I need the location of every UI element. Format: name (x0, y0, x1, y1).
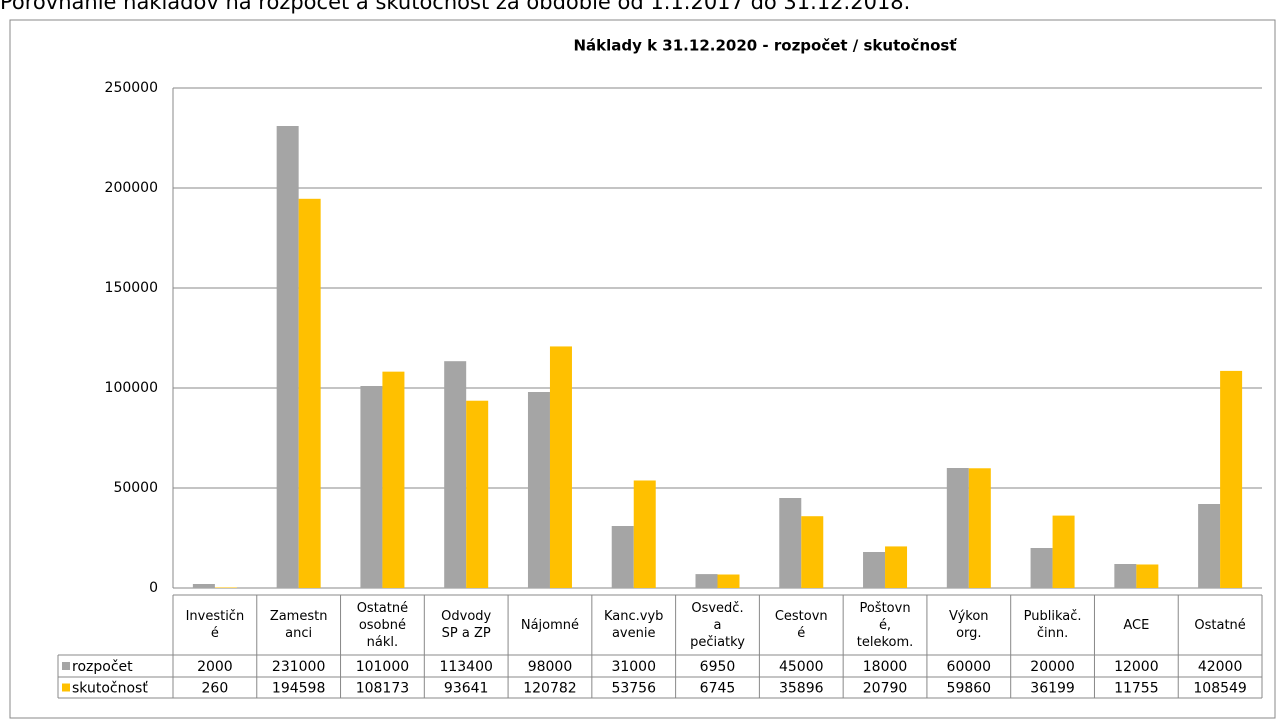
bar (466, 400, 489, 588)
table-value: 42000 (1198, 659, 1243, 675)
bar (779, 498, 802, 588)
chart-title: Náklady k 31.12.2020 - rozpočet / skutoč… (573, 37, 957, 55)
bar (1052, 515, 1075, 588)
category-label: Osvedč. a pečiatky (690, 600, 745, 650)
legend-label: rozpočet (72, 659, 133, 675)
bar (549, 346, 572, 588)
bar (863, 552, 886, 588)
bar (801, 516, 824, 588)
legend-swatch (62, 683, 70, 692)
legend-label: skutočnosť (72, 681, 148, 697)
table-value: 35896 (779, 681, 824, 697)
bar (444, 361, 467, 588)
y-tick-label: 250000 (105, 80, 158, 96)
table-value: 60000 (947, 659, 992, 675)
bar (298, 198, 321, 588)
category-label: Ostatné (1194, 617, 1246, 633)
bar (360, 386, 383, 588)
bar (717, 574, 740, 588)
bar (1198, 504, 1221, 588)
category-label: ACE (1123, 617, 1150, 633)
table-value: 20790 (863, 681, 908, 697)
table-value: 20000 (1030, 659, 1075, 675)
bar (214, 587, 237, 588)
category-label: Zamestn anci (269, 609, 328, 641)
bar (1220, 370, 1243, 588)
table-value: 93641 (444, 681, 489, 697)
bar (695, 574, 718, 588)
y-tick-label: 0 (149, 580, 158, 596)
table-value: 6745 (700, 681, 736, 697)
table-value: 231000 (272, 659, 325, 675)
category-label: Ostatné osobné nákl. (356, 600, 409, 650)
category-label: Odvody SP a ZP (441, 609, 492, 641)
table-value: 45000 (779, 659, 824, 675)
y-tick-label: 50000 (113, 480, 158, 496)
bar (633, 480, 656, 588)
bar (611, 526, 634, 588)
table-value: 108173 (356, 681, 409, 697)
category-label: Investičn é (185, 609, 245, 641)
category-label: Poštovn é, telekom. (856, 600, 914, 650)
bar (276, 126, 299, 588)
bar (946, 468, 969, 588)
table-value: 2000 (197, 659, 233, 675)
category-label: Výkon org. (949, 609, 989, 641)
bar (968, 468, 991, 588)
table-value: 18000 (863, 659, 908, 675)
page-heading: Porovnanie nákladov na rozpočet a skutoč… (0, 0, 911, 14)
table-value: 194598 (272, 681, 325, 697)
table-value: 108549 (1193, 681, 1246, 697)
table-value: 59860 (947, 681, 992, 697)
y-tick-label: 150000 (105, 280, 158, 296)
y-tick-label: 100000 (105, 380, 158, 396)
table-value: 53756 (611, 681, 656, 697)
table-value: 6950 (700, 659, 736, 675)
bar (1114, 564, 1137, 588)
bar (885, 546, 908, 588)
table-value: 12000 (1114, 659, 1159, 675)
bar (192, 584, 215, 588)
category-label: Kanc.vyb avenie (604, 609, 664, 641)
table-value: 120782 (523, 681, 576, 697)
table-value: 98000 (528, 659, 573, 675)
table-value: 11755 (1114, 681, 1159, 697)
y-tick-label: 200000 (105, 180, 158, 196)
bar (382, 371, 405, 588)
category-label: Nájomné (520, 617, 580, 633)
bar (1030, 548, 1053, 588)
table-value: 31000 (611, 659, 656, 675)
bar (527, 392, 550, 588)
table-value: 113400 (439, 659, 492, 675)
table-value: 36199 (1030, 681, 1075, 697)
legend-swatch (62, 662, 70, 670)
category-label: Cestovn é (774, 609, 828, 641)
table-value: 260 (202, 681, 229, 697)
chart-frame (9, 19, 1276, 719)
bar (1136, 564, 1159, 588)
table-value: 101000 (356, 659, 409, 675)
category-label: Publikač. činn. (1023, 609, 1082, 641)
